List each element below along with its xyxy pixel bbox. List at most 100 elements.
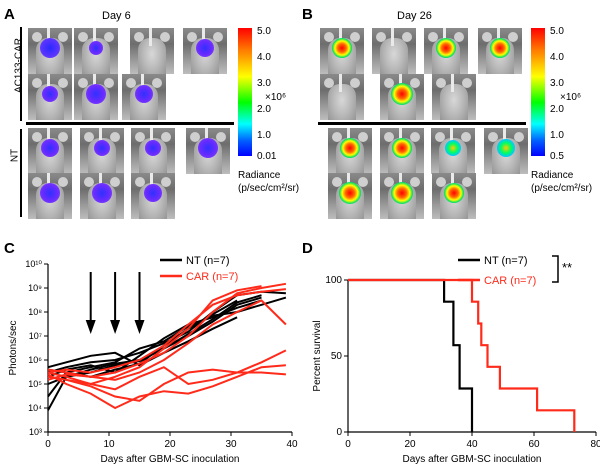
y-tick-label-c: 10⁹	[28, 283, 42, 293]
bioluminescence-signal	[391, 182, 413, 204]
significance-label: **	[562, 260, 572, 275]
x-tick-label-d: 20	[404, 439, 416, 450]
colorbar-b-unit: (p/sec/cm²/sr)	[531, 183, 593, 194]
panel-letter-a: A	[4, 6, 15, 23]
mouse-bioluminescence-image	[122, 74, 166, 120]
mouse-bioluminescence-image	[28, 74, 72, 120]
colorbar-a-tick: 3.0	[257, 78, 271, 89]
y-tick-label-c: 10¹⁰	[25, 259, 42, 269]
bioluminescence-signal	[391, 83, 413, 105]
treatment-arrow-head	[85, 320, 96, 334]
survival-chart: 0 50 100 0 20 40 60 80 Days after GBM-SC inocula…	[312, 255, 600, 465]
mouse-bioluminescence-image	[372, 28, 416, 74]
colorbar-b-tick: 4.0	[550, 52, 564, 63]
panel-letter-c: C	[4, 240, 15, 257]
y-axis-label-d: Percent survival	[312, 320, 323, 391]
mouse-bioluminescence-image	[80, 173, 124, 219]
panel-b-day-label: Day 26	[397, 10, 432, 22]
bioluminescence-signal	[144, 184, 162, 202]
bioluminescence-signal	[339, 182, 361, 204]
x-tick-label-d: 80	[590, 439, 600, 450]
y-tick-label-c: 10⁷	[29, 331, 42, 341]
mouse-bioluminescence-image	[380, 173, 424, 219]
photon-flux-chart: 10³ 10⁴ 10⁵ 10⁶ 10⁷ 10⁸ 10⁹ 10¹⁰ 0 10 20 30 40 Days a…	[8, 255, 298, 465]
mouse-bioluminescence-image	[74, 74, 118, 120]
bioluminescence-signal	[497, 139, 515, 157]
treatment-arrow-head	[134, 320, 145, 334]
panel-letter-b: B	[302, 6, 313, 23]
survival-curve-nt	[348, 278, 474, 432]
mouse-bioluminescence-image	[80, 128, 124, 174]
x-tick-label-c: 20	[164, 439, 176, 450]
bioluminescence-signal	[445, 140, 461, 156]
y-tick-label-c: 10³	[29, 427, 42, 437]
y-tick-label-c: 10⁸	[28, 307, 42, 317]
x-tick-label-c: 10	[103, 439, 115, 450]
y-tick-label-c: 10⁵	[28, 379, 42, 389]
x-tick-label-c: 40	[286, 439, 298, 450]
colorbar-a-tick: 1.0	[257, 130, 271, 141]
colorbar-b-tick: 0.5	[550, 151, 564, 162]
legend-label-d: CAR (n=7)	[484, 275, 536, 287]
mouse-bioluminescence-image	[328, 128, 372, 174]
colorbar-b-tick: 5.0	[550, 26, 564, 37]
series-line-car	[47, 285, 262, 386]
bioluminescence-signal	[40, 183, 60, 203]
group-bracket-car	[20, 27, 22, 121]
survival-curve-car	[348, 278, 576, 432]
mouse-bioluminescence-image	[380, 74, 424, 120]
bioluminescence-signal	[392, 138, 412, 158]
series-line-car	[47, 299, 287, 381]
legend-label-c: CAR (n=7)	[186, 271, 238, 283]
y-tick-label-d: 0	[336, 427, 342, 438]
radiance-colorbar-b	[531, 28, 545, 156]
bioluminescence-signal	[40, 38, 60, 58]
mouse-bioluminescence-image	[431, 128, 475, 174]
x-tick-label-d: 0	[345, 439, 351, 450]
bioluminescence-signal	[196, 39, 214, 57]
mouse-bioluminescence-image	[130, 28, 174, 74]
mouse-bioluminescence-image	[28, 173, 72, 219]
group-label-nt: NT	[9, 148, 21, 163]
colorbar-a-unit: (p/sec/cm²/sr)	[238, 183, 300, 194]
bioluminescence-signal	[86, 84, 106, 104]
series-line-nt	[47, 316, 238, 369]
legend-label-d: NT (n=7)	[484, 255, 528, 267]
mouse-bioluminescence-image	[28, 28, 72, 74]
colorbar-b-tick: 3.0	[550, 78, 564, 89]
mouse-bioluminescence-image	[478, 28, 522, 74]
panel-letter-d: D	[302, 240, 313, 257]
group-bracket-nt	[20, 129, 22, 217]
bioluminescence-signal	[340, 138, 360, 158]
colorbar-b-multiplier: ×10⁶	[560, 92, 582, 103]
x-tick-label-d: 40	[466, 439, 478, 450]
colorbar-b-tick: 1.0	[550, 130, 564, 141]
bioluminescence-signal	[42, 86, 58, 102]
y-tick-label-d: 100	[325, 275, 342, 286]
colorbar-a-tick: 2.0	[257, 104, 271, 115]
colorbar-a-multiplier: ×10⁶	[265, 92, 287, 103]
bioluminescence-signal	[490, 38, 510, 58]
colorbar-a-title: Radiance	[238, 170, 281, 181]
mouse-bioluminescence-image	[320, 74, 364, 120]
colorbar-b-title: Radiance	[531, 170, 574, 181]
mouse-bioluminescence-image	[183, 28, 227, 74]
colorbar-b-tick: 2.0	[550, 104, 564, 115]
radiance-colorbar-a	[238, 28, 252, 156]
y-axis-label-c: Photons/sec	[8, 320, 19, 375]
group-divider-b	[318, 122, 526, 125]
mouse-bioluminescence-image	[131, 128, 175, 174]
series-line-nt	[47, 296, 287, 374]
x-axis-label-d: Days after GBM-SC inoculation	[403, 454, 542, 465]
bioluminescence-signal	[89, 41, 103, 55]
mouse-bioluminescence-image	[328, 173, 372, 219]
series-line-nt	[47, 294, 262, 385]
group-label-car: AC133-CAR	[13, 37, 25, 94]
x-tick-label-c: 30	[225, 439, 237, 450]
mouse-bioluminescence-image	[432, 173, 476, 219]
legend-label-c: NT (n=7)	[186, 255, 230, 267]
bioluminescence-signal	[145, 140, 161, 156]
y-tick-label-c: 10⁶	[28, 355, 42, 365]
mouse-bioluminescence-image	[131, 173, 175, 219]
series-line-car	[47, 368, 286, 402]
